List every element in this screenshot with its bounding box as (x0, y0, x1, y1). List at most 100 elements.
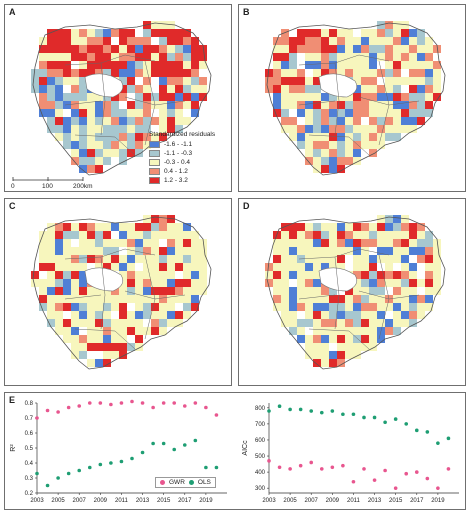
residual-cell (409, 311, 417, 319)
residual-cell (289, 61, 297, 69)
residual-cell (329, 109, 337, 117)
map-panel-a: A Standardized residuals -1.6 - -1.1 -1.… (4, 4, 232, 192)
residual-cell (385, 45, 393, 53)
residual-cell (167, 287, 175, 295)
residual-cell (103, 61, 111, 69)
residual-cell (361, 53, 369, 61)
x-tick-label: 2003 (262, 498, 276, 504)
residual-cell (329, 239, 337, 247)
residual-cell (313, 125, 321, 133)
residual-cell (87, 319, 95, 327)
residual-cell (409, 247, 417, 255)
residual-cell (95, 231, 103, 239)
residual-cell (329, 149, 337, 157)
residual-cell (39, 239, 47, 247)
residual-cell (87, 335, 95, 343)
residual-cell (353, 53, 361, 61)
residual-cell (409, 239, 417, 247)
residual-cell (329, 327, 337, 335)
residual-cell (297, 93, 305, 101)
residual-cell (111, 223, 119, 231)
residual-cell (191, 279, 199, 287)
gwr-point (45, 408, 50, 413)
residual-cell (321, 303, 329, 311)
residual-cell (135, 295, 143, 303)
residual-cell (167, 117, 175, 125)
residual-cell (385, 125, 393, 133)
residual-cell (159, 85, 167, 93)
residual-cell (55, 231, 63, 239)
gwr-point (404, 471, 409, 476)
residual-cell (353, 335, 361, 343)
residual-cell (353, 239, 361, 247)
residual-cell (337, 61, 345, 69)
residual-cell (369, 343, 377, 351)
residual-cell (273, 85, 281, 93)
residual-cell (321, 343, 329, 351)
residual-cell (191, 247, 199, 255)
residual-cell (337, 327, 345, 335)
residual-cell (87, 149, 95, 157)
residual-cell (337, 37, 345, 45)
aicc-chart: 2003 2005 2007 2009 2011 2013 2015 2017 2019 300 4… (242, 403, 459, 504)
residual-cell (63, 271, 71, 279)
residual-cell (151, 61, 159, 69)
residual-cell (417, 247, 425, 255)
y-tick-label: 0.7 (25, 416, 34, 422)
residual-cell (87, 61, 95, 69)
residual-cell (111, 61, 119, 69)
residual-cell (55, 61, 63, 69)
residual-cell (281, 93, 289, 101)
residual-cell (39, 295, 47, 303)
residual-cell (135, 255, 143, 263)
residual-cell (377, 125, 385, 133)
residual-cell (337, 109, 345, 117)
residual-cell (39, 93, 47, 101)
residual-cell (127, 263, 135, 271)
residual-cell (87, 223, 95, 231)
residual-cell (417, 69, 425, 77)
residual-cell (353, 157, 361, 165)
x-tick-label: 2003 (30, 498, 44, 504)
residual-cell (95, 311, 103, 319)
residual-cell (313, 271, 321, 279)
residual-cell (47, 77, 55, 85)
residual-cell (289, 295, 297, 303)
residual-cell (151, 29, 159, 37)
residual-cell (417, 77, 425, 85)
residual-cell (417, 45, 425, 53)
residual-cell (401, 93, 409, 101)
residual-cell (199, 239, 207, 247)
residual-cell (393, 279, 401, 287)
residual-cell (345, 37, 353, 45)
residual-cell (175, 93, 183, 101)
residual-cell (289, 271, 297, 279)
residual-cell (313, 149, 321, 157)
gwr-point (351, 479, 356, 484)
residual-cell (191, 109, 199, 117)
residual-cell (87, 117, 95, 125)
residual-cell (281, 279, 289, 287)
residual-cell (159, 93, 167, 101)
residual-cell (385, 247, 393, 255)
residual-cell (409, 279, 417, 287)
residual-cell (151, 21, 159, 29)
residual-cell (273, 69, 281, 77)
residual-cell (47, 311, 55, 319)
residual-cell (297, 279, 305, 287)
residual-cell (385, 319, 393, 327)
residual-cell (199, 93, 207, 101)
residual-cell (409, 125, 417, 133)
residual-cell (345, 125, 353, 133)
residual-cell (191, 287, 199, 295)
lake-shape (318, 267, 358, 292)
residual-cell (313, 359, 321, 367)
residual-cell (321, 45, 329, 53)
residual-cell (79, 53, 87, 61)
residual-cell (47, 279, 55, 287)
residual-cell (353, 125, 361, 133)
residual-cell (95, 303, 103, 311)
y-tick-label: 300 (255, 486, 266, 492)
residual-cell (87, 247, 95, 255)
ols-point (330, 409, 335, 413)
